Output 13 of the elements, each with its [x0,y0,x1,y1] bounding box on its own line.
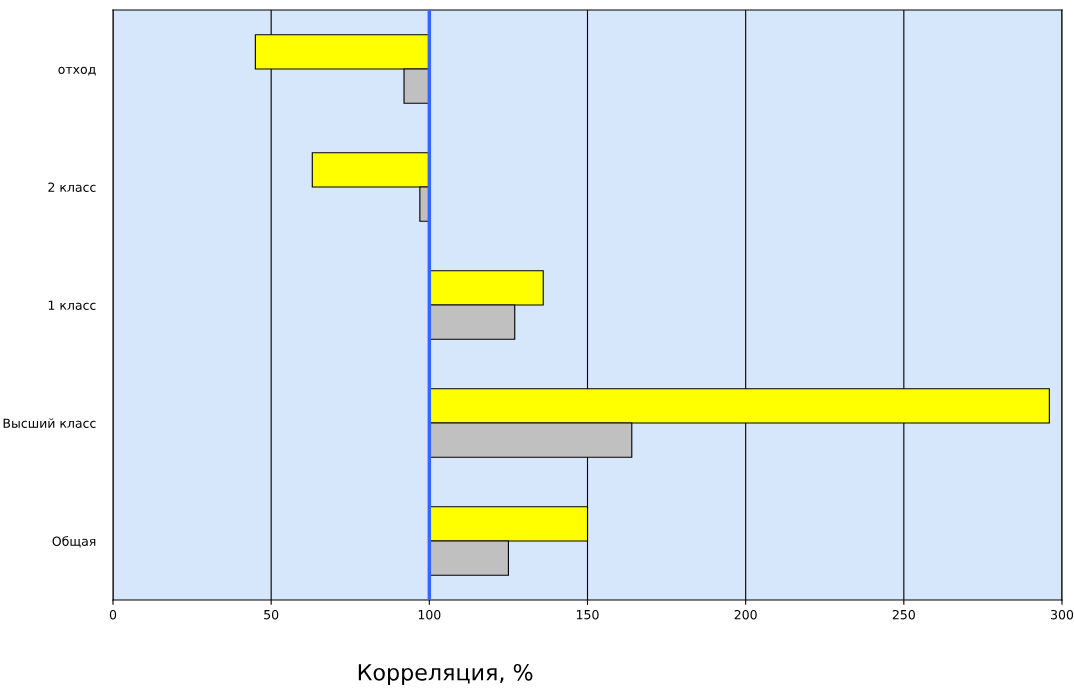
y-tick-label: 1 класс [48,300,96,310]
x-tick-label: 250 [892,609,915,620]
x-tick-label: 100 [418,609,441,620]
x-tick-label: 200 [734,609,757,620]
x-axis-title: Корреляция, % [358,663,533,685]
y-tick-label: отход [58,66,96,76]
y-tick-label: Высший класс [3,418,96,428]
x-tick-label: 0 [109,609,117,620]
x-tick-label: 150 [576,609,599,620]
x-tick-label: 300 [1051,609,1074,620]
y-tick-label: 2 класс [48,182,96,192]
x-tick-label: 50 [264,609,279,620]
y-tick-label: Общая [52,536,96,548]
